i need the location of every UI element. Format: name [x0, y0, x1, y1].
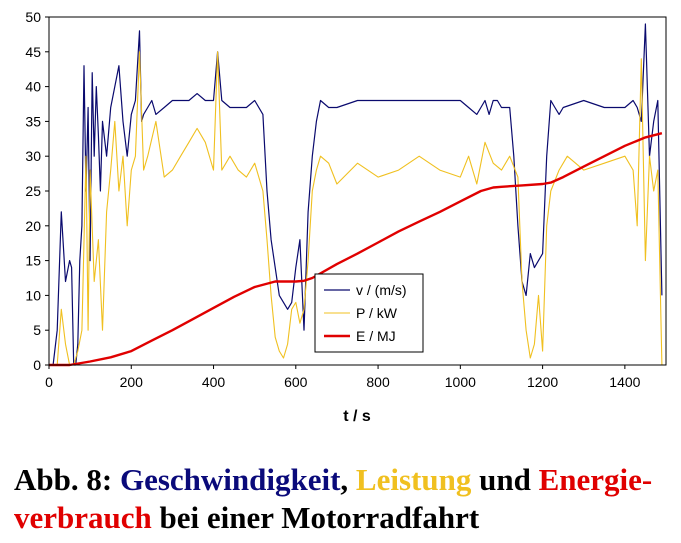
legend: v / (m/s) P / kW E / MJ [314, 273, 424, 353]
y-tick-label: 10 [25, 287, 41, 303]
x-axis-label: t / s [343, 408, 371, 425]
series-line-2 [49, 51, 663, 366]
y-tick-label: 0 [33, 357, 41, 373]
x-tick-label: 1000 [445, 374, 476, 390]
x-axis: 0 200 400 600 800 1000 1200 1400 [45, 365, 641, 390]
series-line-3 [49, 132, 663, 367]
y-tick-label: 30 [25, 148, 41, 164]
caption-power: Leistung [355, 462, 472, 497]
y-tick-label: 45 [25, 44, 41, 60]
x-tick-label: 1200 [527, 374, 558, 390]
x-tick-label: 600 [284, 374, 308, 390]
legend-label: P / kW [356, 305, 398, 321]
x-tick-label: 1400 [609, 374, 640, 390]
caption-prefix: Abb. 8: [14, 462, 120, 497]
y-tick-label: 15 [25, 253, 41, 269]
y-tick-label: 5 [33, 322, 41, 338]
y-tick-label: 50 [25, 9, 41, 25]
figure-caption: Abb. 8: Geschwindigkeit, Leistung und En… [14, 461, 674, 537]
y-tick-label: 40 [25, 79, 41, 95]
caption-sep1: , [340, 462, 356, 497]
caption-speed: Geschwindigkeit [119, 462, 341, 497]
y-tick-label: 20 [25, 218, 41, 234]
caption-suffix: bei einer Motorradfahrt [151, 500, 480, 535]
caption-sep2: und [471, 462, 539, 497]
legend-label: v / (m/s) [356, 282, 407, 298]
x-tick-label: 200 [120, 374, 144, 390]
chart: 0 5 10 15 20 25 30 35 40 45 50 0 200 400 600 800 1000 12… [25, 9, 667, 425]
caption-energy: Energie- [538, 462, 653, 497]
y-tick-label: 35 [25, 113, 41, 129]
y-axis: 0 5 10 15 20 25 30 35 40 45 50 [25, 9, 49, 373]
x-tick-label: 800 [366, 374, 390, 390]
x-tick-label: 0 [45, 374, 53, 390]
legend-label: E / MJ [356, 328, 396, 344]
y-tick-label: 25 [25, 183, 41, 199]
caption-consumption: verbrauch [14, 500, 152, 535]
x-tick-label: 400 [202, 374, 226, 390]
series-layer [49, 23, 663, 367]
